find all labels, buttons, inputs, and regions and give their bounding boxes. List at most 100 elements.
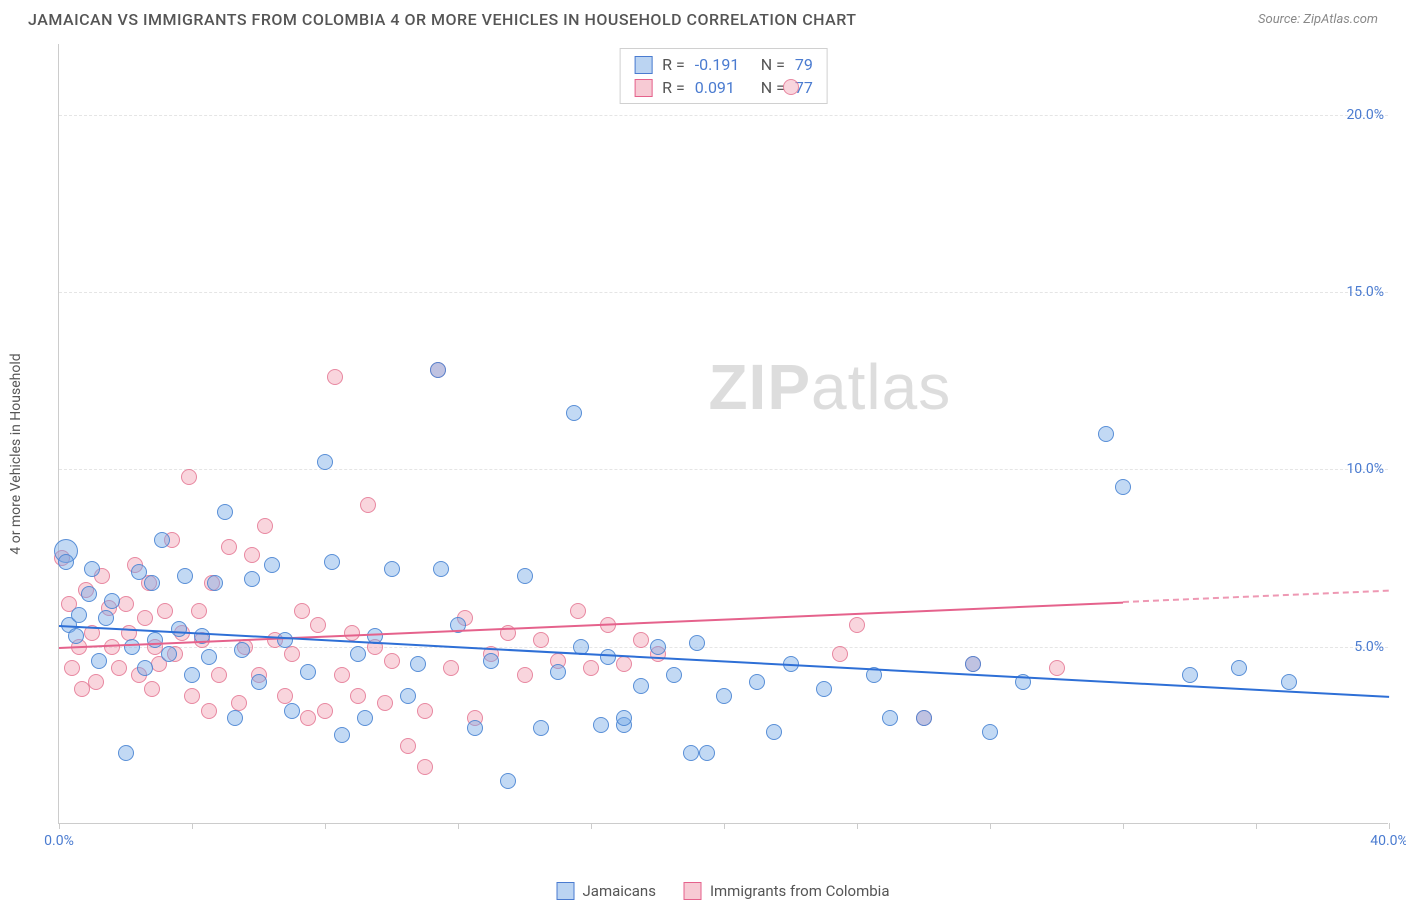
data-point-jamaicans bbox=[84, 561, 100, 577]
data-point-colombia bbox=[211, 667, 227, 683]
trend-line-colombia bbox=[59, 601, 1123, 648]
data-point-colombia bbox=[184, 688, 200, 704]
x-tick bbox=[857, 823, 858, 829]
y-tick-label: 5.0% bbox=[1354, 639, 1384, 655]
data-point-jamaicans bbox=[666, 667, 682, 683]
data-point-jamaicans bbox=[816, 681, 832, 697]
data-point-jamaicans bbox=[433, 561, 449, 577]
data-point-jamaicans bbox=[965, 656, 981, 672]
grid-line bbox=[59, 115, 1388, 116]
data-point-colombia bbox=[583, 660, 599, 676]
bottom-legend: JamaicansImmigrants from Colombia bbox=[557, 882, 890, 900]
x-tick bbox=[591, 823, 592, 829]
data-point-colombia bbox=[181, 469, 197, 485]
data-point-jamaicans bbox=[207, 575, 223, 591]
data-point-jamaicans bbox=[483, 653, 499, 669]
data-point-colombia bbox=[137, 610, 153, 626]
data-point-jamaicans bbox=[616, 710, 632, 726]
data-point-jamaicans bbox=[171, 621, 187, 637]
data-point-jamaicans bbox=[683, 745, 699, 761]
data-point-colombia bbox=[294, 603, 310, 619]
data-point-colombia bbox=[157, 603, 173, 619]
data-point-colombia bbox=[221, 539, 237, 555]
x-tick bbox=[325, 823, 326, 829]
n-value: 79 bbox=[795, 55, 813, 74]
data-point-jamaicans bbox=[147, 632, 163, 648]
x-tick bbox=[59, 823, 60, 829]
data-point-colombia bbox=[783, 79, 799, 95]
data-point-jamaicans bbox=[357, 710, 373, 726]
data-point-colombia bbox=[111, 660, 127, 676]
data-point-jamaicans bbox=[1115, 479, 1131, 495]
data-point-colombia bbox=[417, 759, 433, 775]
x-tick bbox=[1256, 823, 1257, 829]
data-point-jamaicans bbox=[1281, 674, 1297, 690]
data-point-colombia bbox=[334, 667, 350, 683]
x-tick bbox=[458, 823, 459, 829]
data-point-colombia bbox=[327, 369, 343, 385]
data-point-jamaicans bbox=[633, 678, 649, 694]
data-point-jamaicans bbox=[144, 575, 160, 591]
chart-header: JAMAICAN VS IMMIGRANTS FROM COLOMBIA 4 O… bbox=[0, 0, 1406, 35]
data-point-colombia bbox=[344, 625, 360, 641]
data-point-jamaicans bbox=[533, 720, 549, 736]
data-point-jamaicans bbox=[334, 727, 350, 743]
data-point-colombia bbox=[284, 646, 300, 662]
n-label: N = bbox=[761, 78, 785, 97]
grid-line bbox=[59, 292, 1388, 293]
data-point-colombia bbox=[191, 603, 207, 619]
data-point-jamaicans bbox=[410, 656, 426, 672]
data-point-colombia bbox=[257, 518, 273, 534]
r-value: -0.191 bbox=[695, 55, 751, 74]
x-tick bbox=[1123, 823, 1124, 829]
data-point-jamaicans bbox=[384, 561, 400, 577]
data-point-jamaicans bbox=[882, 710, 898, 726]
data-point-jamaicans bbox=[244, 571, 260, 587]
data-point-jamaicans bbox=[91, 653, 107, 669]
data-point-colombia bbox=[384, 653, 400, 669]
source-label: Source: ZipAtlas.com bbox=[1258, 12, 1378, 27]
data-point-jamaicans bbox=[104, 593, 120, 609]
data-point-colombia bbox=[350, 688, 366, 704]
data-point-jamaicans bbox=[234, 642, 250, 658]
data-point-colombia bbox=[244, 547, 260, 563]
r-label: R = bbox=[662, 78, 685, 97]
legend-swatch-icon bbox=[634, 56, 652, 74]
data-point-colombia bbox=[300, 710, 316, 726]
data-point-jamaicans bbox=[650, 639, 666, 655]
data-point-colombia bbox=[360, 497, 376, 513]
legend-swatch-icon bbox=[557, 882, 575, 900]
data-point-colombia bbox=[317, 703, 333, 719]
data-point-colombia bbox=[443, 660, 459, 676]
r-label: R = bbox=[662, 55, 685, 74]
data-point-colombia bbox=[64, 660, 80, 676]
legend-swatch-icon bbox=[634, 79, 652, 97]
data-point-jamaicans bbox=[227, 710, 243, 726]
data-point-jamaicans bbox=[81, 586, 97, 602]
data-point-jamaicans bbox=[350, 646, 366, 662]
x-tick bbox=[1389, 823, 1390, 829]
data-point-jamaicans bbox=[593, 717, 609, 733]
data-point-jamaicans bbox=[517, 568, 533, 584]
data-point-jamaicans bbox=[500, 773, 516, 789]
data-point-jamaicans bbox=[400, 688, 416, 704]
stats-row-jamaicans: R =-0.191N =79 bbox=[634, 53, 813, 76]
x-tick bbox=[990, 823, 991, 829]
data-point-colombia bbox=[616, 656, 632, 672]
data-point-jamaicans bbox=[1231, 660, 1247, 676]
legend-swatch-icon bbox=[684, 882, 702, 900]
data-point-colombia bbox=[517, 667, 533, 683]
y-tick-label: 10.0% bbox=[1346, 461, 1384, 477]
x-tick bbox=[192, 823, 193, 829]
data-point-jamaicans bbox=[217, 504, 233, 520]
data-point-jamaicans bbox=[98, 610, 114, 626]
y-tick-label: 20.0% bbox=[1346, 107, 1384, 123]
grid-line bbox=[59, 647, 1388, 648]
y-tick-label: 15.0% bbox=[1346, 284, 1384, 300]
data-point-jamaicans bbox=[124, 639, 140, 655]
stats-legend-box: R =-0.191N =79R =0.091N =77 bbox=[619, 48, 828, 104]
legend-label: Jamaicans bbox=[583, 882, 656, 900]
watermark: ZIPatlas bbox=[708, 350, 951, 424]
data-point-jamaicans bbox=[277, 632, 293, 648]
data-point-colombia bbox=[377, 695, 393, 711]
